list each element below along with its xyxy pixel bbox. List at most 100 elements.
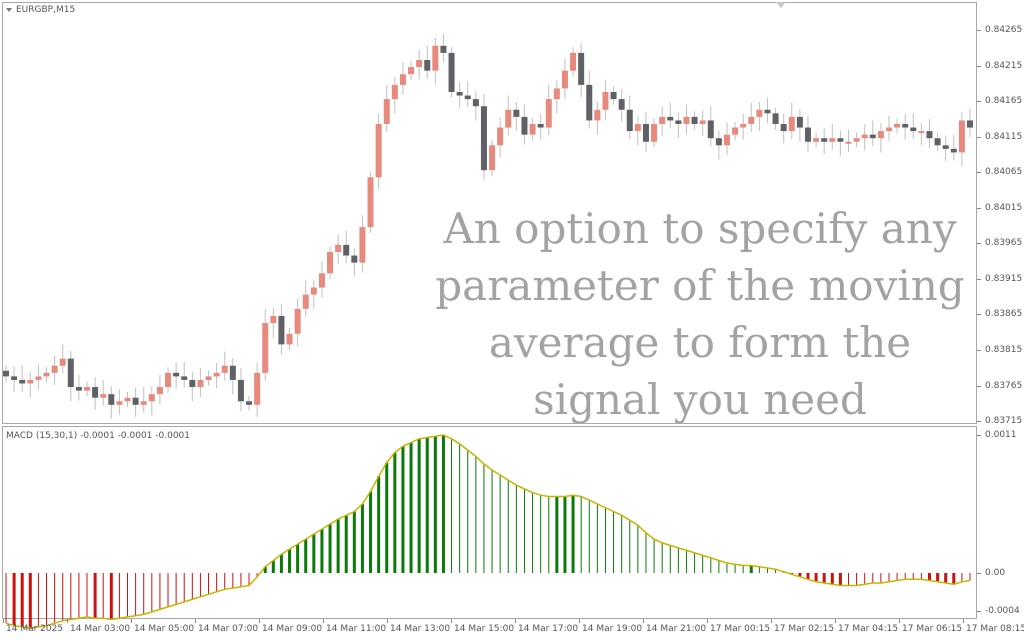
- candle: [529, 123, 536, 135]
- candle: [367, 177, 374, 228]
- candle: [84, 387, 91, 391]
- candle: [448, 52, 455, 92]
- time-tick-label: 14 Mar 21:00: [642, 619, 707, 634]
- candle: [197, 379, 204, 388]
- candle: [132, 397, 139, 405]
- candle: [594, 109, 601, 121]
- overlay-caption: An option to specify any parameter of th…: [435, 204, 965, 424]
- candle: [513, 109, 520, 117]
- candle: [181, 376, 188, 380]
- candle: [189, 379, 196, 388]
- price-tick-label: 0.84115: [976, 131, 1023, 142]
- time-tick-label: 14 Mar 11:00: [322, 619, 387, 634]
- candle: [618, 99, 625, 110]
- candle: [845, 141, 852, 144]
- time-tick-label: 14 Mar 05:00: [130, 619, 195, 634]
- candle: [310, 287, 317, 295]
- candle: [359, 227, 366, 263]
- chart-shift-marker-icon[interactable]: [776, 2, 786, 8]
- price-chart-pane[interactable]: [2, 2, 977, 424]
- candle: [116, 401, 123, 405]
- candle: [375, 123, 382, 178]
- price-axis[interactable]: 0.84265 0.84215 0.84165 0.84115 0.84065 0.840…: [976, 2, 1024, 427]
- price-tick-label: 0.83715: [976, 416, 1023, 427]
- candle: [254, 372, 261, 405]
- macd-label: MACD (15,30,1) -0.0001 -0.0001 -0.0001: [6, 431, 191, 441]
- candle: [545, 99, 552, 128]
- candle: [59, 358, 66, 366]
- candle: [100, 394, 107, 398]
- candle: [43, 372, 50, 377]
- symbol-label[interactable]: EURGBP,M15: [6, 5, 75, 15]
- time-axis[interactable]: 14 Mar 2025 14 Mar 03:00 14 Mar 05:00 14 Ma…: [0, 619, 1024, 640]
- candle: [286, 333, 293, 345]
- candle: [456, 91, 463, 96]
- candle: [683, 116, 690, 124]
- candle: [497, 127, 504, 146]
- candle: [950, 148, 957, 153]
- macd-axis[interactable]: 0.0011 0.00 -0.0004: [976, 426, 1024, 619]
- candle: [27, 379, 34, 384]
- time-tick-label: 14 Mar 09:00: [258, 619, 323, 634]
- candle: [861, 134, 868, 139]
- candle: [11, 376, 18, 380]
- candle: [877, 131, 884, 139]
- candle: [659, 116, 666, 124]
- candle: [918, 131, 925, 134]
- macd-tick-label: 0.00: [976, 568, 1006, 578]
- candle: [148, 394, 155, 402]
- candle: [75, 387, 82, 391]
- candle: [262, 323, 269, 373]
- signal-line: [5, 434, 971, 629]
- time-tick-label: 17 Mar 06:15: [898, 619, 963, 634]
- time-tick-label: 14 Mar 03:00: [66, 619, 131, 634]
- candle: [894, 123, 901, 128]
- candle: [246, 401, 253, 405]
- candle: [610, 91, 617, 100]
- candle: [294, 308, 301, 334]
- candle: [764, 109, 771, 114]
- candle: [318, 273, 325, 288]
- candle: [885, 127, 892, 132]
- macd-indicator-pane[interactable]: [2, 426, 977, 619]
- candle: [327, 251, 334, 274]
- candle: [634, 123, 641, 132]
- candle: [399, 74, 406, 85]
- candle: [707, 120, 714, 139]
- price-tick-label: 0.83865: [976, 309, 1023, 320]
- candle: [205, 376, 212, 380]
- price-tick-label: 0.84215: [976, 60, 1023, 71]
- candle: [67, 358, 74, 388]
- candle: [553, 88, 560, 100]
- candle: [391, 84, 398, 100]
- candle: [3, 370, 9, 377]
- candle: [642, 123, 649, 142]
- candle: [270, 315, 277, 324]
- candle: [173, 372, 180, 377]
- candle: [748, 116, 755, 124]
- price-tick-label: 0.83915: [976, 273, 1023, 284]
- candle: [926, 131, 933, 139]
- candle: [626, 109, 633, 132]
- candle: [537, 123, 544, 128]
- price-tick-label: 0.84265: [976, 25, 1023, 35]
- time-tick-label: 14 Mar 17:00: [514, 619, 579, 634]
- candle: [796, 116, 803, 128]
- time-tick-label: 14 Mar 13:00: [386, 619, 451, 634]
- candle: [756, 109, 763, 117]
- dropdown-triangle-icon[interactable]: [6, 7, 12, 12]
- candle: [602, 91, 609, 110]
- candle: [221, 365, 228, 373]
- price-tick-label: 0.83765: [976, 380, 1023, 391]
- candle: [424, 59, 431, 71]
- candle: [521, 116, 528, 135]
- candle: [432, 45, 439, 71]
- candle: [108, 394, 115, 405]
- candle: [934, 138, 941, 146]
- candle: [699, 120, 706, 124]
- candle: [464, 95, 471, 100]
- candle: [35, 376, 42, 380]
- time-tick-label: 14 Mar 19:00: [578, 619, 643, 634]
